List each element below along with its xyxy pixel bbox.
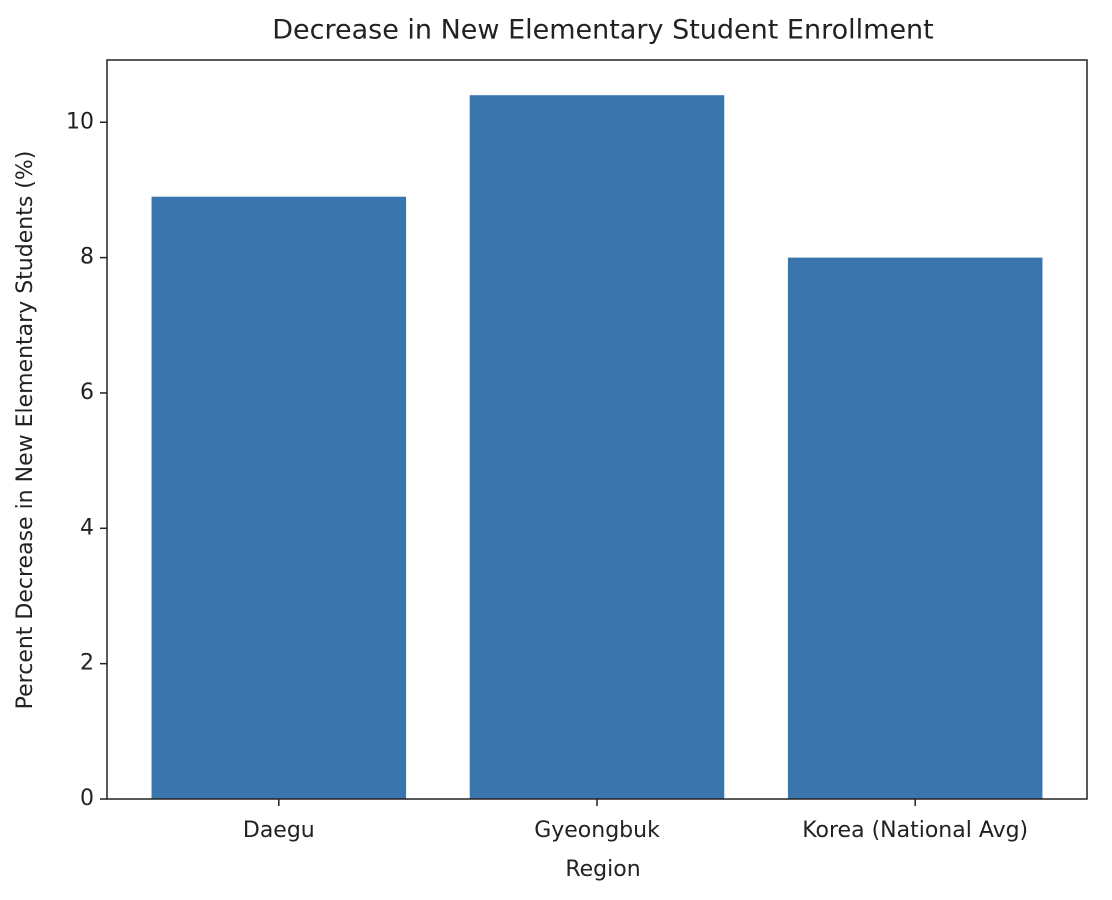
x-axis-label: Region bbox=[565, 857, 640, 882]
y-tick-label: 2 bbox=[80, 651, 94, 676]
y-axis-label: Percent Decrease in New Elementary Stude… bbox=[13, 151, 38, 710]
y-tick-label: 0 bbox=[80, 786, 94, 811]
chart-title: Decrease in New Elementary Student Enrol… bbox=[272, 15, 934, 46]
x-tick-label: Daegu bbox=[243, 818, 315, 843]
bar bbox=[787, 257, 1043, 800]
bar bbox=[469, 95, 725, 799]
y-tick-label: 4 bbox=[80, 515, 94, 540]
bar bbox=[151, 196, 407, 799]
x-tick-label: Korea (National Avg) bbox=[802, 818, 1028, 843]
y-tick-label: 10 bbox=[66, 109, 94, 134]
plot-frame bbox=[106, 59, 1088, 800]
y-tick-label: 6 bbox=[80, 380, 94, 405]
y-tick-label: 8 bbox=[80, 245, 94, 270]
x-tick-label: Gyeongbuk bbox=[534, 818, 660, 843]
